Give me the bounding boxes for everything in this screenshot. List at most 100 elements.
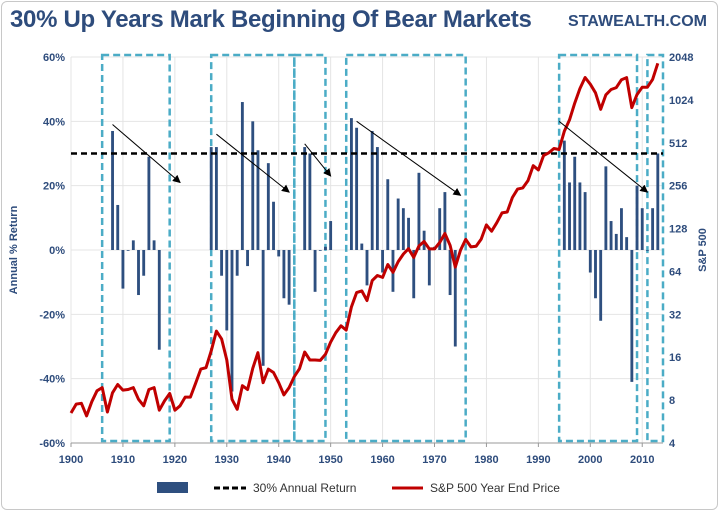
x-tick-label: 1990 <box>526 454 550 466</box>
bar <box>272 201 275 250</box>
bar <box>396 198 400 250</box>
bar <box>116 204 120 250</box>
bar <box>635 185 639 250</box>
legend: 30% Annual Return S&P 500 Year End Price <box>157 481 560 495</box>
bar <box>214 147 218 250</box>
bar <box>573 156 577 250</box>
x-tick-label: 2000 <box>578 454 602 466</box>
y2-tick-label: 1024 <box>669 95 694 107</box>
x-tick-label: 1900 <box>59 454 83 466</box>
trend-arrow <box>356 120 462 196</box>
bar <box>324 246 327 250</box>
x-tick-label: 1930 <box>215 454 239 466</box>
bar <box>651 208 655 250</box>
y-tick-label: 0% <box>49 245 65 257</box>
y2-tick-label: 128 <box>669 224 687 236</box>
bar <box>568 182 571 250</box>
y-tick-label: -20% <box>39 309 65 321</box>
highlight-box <box>344 53 467 443</box>
x-tick-label: 1920 <box>163 454 187 466</box>
y2-tick-label: 16 <box>669 352 681 364</box>
bar <box>381 250 385 273</box>
bar <box>147 156 151 250</box>
bar <box>401 208 405 250</box>
x-tick-label: 1940 <box>266 454 290 466</box>
bar <box>562 140 566 250</box>
trend-arrows <box>112 120 649 196</box>
axes: 1900 1910 1920 1930 1940 1950 1960 1970 1980 1990… <box>39 52 694 466</box>
bar <box>355 127 359 250</box>
price-line <box>69 62 660 418</box>
trend-arrow <box>112 124 181 184</box>
y2-tick-label: 32 <box>669 309 681 321</box>
x-tick-label: 1970 <box>422 454 446 466</box>
trend-arrow <box>216 133 290 193</box>
y-tick-label: 60% <box>43 52 65 64</box>
bar <box>375 147 379 250</box>
bar <box>240 102 244 251</box>
bar <box>417 172 421 250</box>
bar <box>386 179 390 250</box>
bar <box>313 250 317 292</box>
legend-label-reference: 30% Annual Return <box>253 481 356 495</box>
highlight-box <box>100 53 171 443</box>
bar <box>137 250 140 296</box>
bar <box>609 221 613 250</box>
bar <box>220 250 224 276</box>
bar <box>438 208 442 250</box>
bar <box>152 240 156 250</box>
bar <box>111 130 114 250</box>
brand-label: STAWEALTH.COM <box>568 13 707 30</box>
bar <box>365 250 369 286</box>
y2-axis-label: S&P 500 <box>697 228 709 272</box>
y-tick-label: 20% <box>43 181 65 193</box>
bar <box>157 250 161 350</box>
bar <box>308 153 312 250</box>
bar <box>588 250 592 273</box>
bar <box>578 182 582 250</box>
bar <box>266 163 270 250</box>
bar <box>448 250 452 296</box>
y-axis-label: Annual % Return <box>8 205 20 294</box>
bar <box>599 250 603 321</box>
trend-arrow <box>304 143 332 177</box>
bar <box>287 250 291 305</box>
bar <box>329 221 333 250</box>
legend-label-price: S&P 500 Year End Price <box>430 481 560 495</box>
y2-tick-label: 8 <box>669 395 675 407</box>
bar <box>318 250 322 251</box>
bar <box>370 130 374 250</box>
legend-swatch-bars <box>157 482 188 493</box>
bar <box>594 250 597 299</box>
annual-return-bars <box>111 102 660 392</box>
bar <box>407 217 410 250</box>
bar <box>427 250 431 286</box>
bar <box>614 233 618 250</box>
bar <box>303 147 307 250</box>
x-tick-label: 1980 <box>474 454 498 466</box>
trend-arrow <box>558 120 649 193</box>
bar <box>251 121 255 250</box>
bar <box>583 192 587 250</box>
bar <box>209 147 213 250</box>
bar <box>277 250 281 257</box>
bar <box>349 118 353 250</box>
highlight-box <box>646 53 665 443</box>
bar <box>640 208 644 250</box>
bar <box>126 250 130 251</box>
x-tick-label: 2010 <box>630 454 654 466</box>
bar <box>235 250 239 276</box>
bar <box>645 250 649 251</box>
y-tick-label: -40% <box>39 374 65 386</box>
y2-tick-label: 64 <box>669 266 682 278</box>
bar <box>604 166 608 250</box>
y-tick-label: 40% <box>43 116 65 128</box>
chart-title: 30% Up Years Mark Beginning Of Bear Mark… <box>10 6 532 33</box>
bar <box>230 250 234 392</box>
y2-tick-label: 2048 <box>669 52 693 64</box>
y2-tick-label: 512 <box>669 138 687 150</box>
bar <box>630 250 634 382</box>
bar <box>142 250 146 276</box>
